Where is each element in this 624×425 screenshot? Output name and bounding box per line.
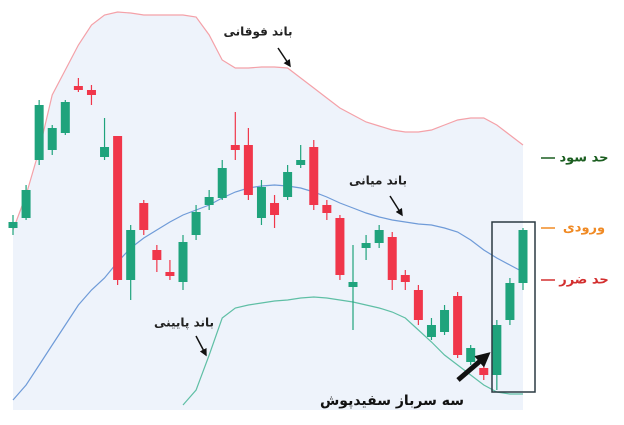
candle-body [113, 136, 123, 280]
candle-body [466, 348, 476, 362]
candle-body [270, 203, 280, 215]
candle-body [73, 86, 83, 90]
level-label: حد ضرر [558, 273, 609, 288]
candle-body [453, 296, 463, 355]
candle-body [152, 250, 162, 260]
band-line [12, 11, 524, 231]
annotation-arrow [389, 195, 403, 217]
candle-body [60, 102, 70, 133]
candle-body [86, 90, 96, 95]
candle-body [100, 147, 110, 157]
band-fill [13, 12, 523, 410]
candle-body [335, 218, 345, 275]
candle-body [400, 275, 410, 282]
upper-band-label: باند فوقانی [223, 25, 292, 40]
candle-body [492, 325, 502, 375]
candle-body [296, 160, 306, 165]
candle-body [361, 243, 371, 248]
candle-body [309, 147, 319, 205]
candle-body [243, 145, 253, 195]
level-label: حد سود [559, 151, 608, 166]
pattern-box [491, 221, 536, 393]
candle-body [426, 325, 436, 337]
level-label: ورودی [563, 221, 605, 236]
lower-band-label: باند پایینی [154, 316, 214, 330]
middle-band-label: باند میانی [349, 174, 407, 188]
candle-body [256, 187, 266, 218]
candle-body [283, 172, 293, 197]
candle-body [505, 283, 515, 320]
candle-body [191, 212, 201, 235]
candle-body [387, 237, 397, 280]
candle-body [348, 282, 358, 287]
annotation-arrow [195, 335, 207, 357]
candle-body [413, 290, 423, 320]
candle-body [178, 242, 188, 282]
candle-body [440, 310, 450, 332]
band-line [12, 184, 524, 401]
candle-body [8, 222, 18, 228]
candle-body [126, 230, 136, 280]
candle-body [230, 145, 240, 150]
candle-body [217, 168, 227, 198]
candle-body [374, 230, 384, 243]
annotation-arrow [277, 47, 291, 68]
pattern-label: سه سرباز سفیدپوش [320, 393, 464, 409]
candle-body [21, 190, 31, 218]
candle-body [518, 230, 528, 283]
candle-body [165, 272, 175, 276]
candle-body [47, 128, 57, 150]
pattern-arrow [456, 352, 491, 382]
candle-body [139, 203, 149, 230]
candle-body [479, 368, 489, 375]
candle-body [204, 197, 214, 205]
candle-body [322, 205, 332, 213]
candle-body [34, 105, 44, 160]
